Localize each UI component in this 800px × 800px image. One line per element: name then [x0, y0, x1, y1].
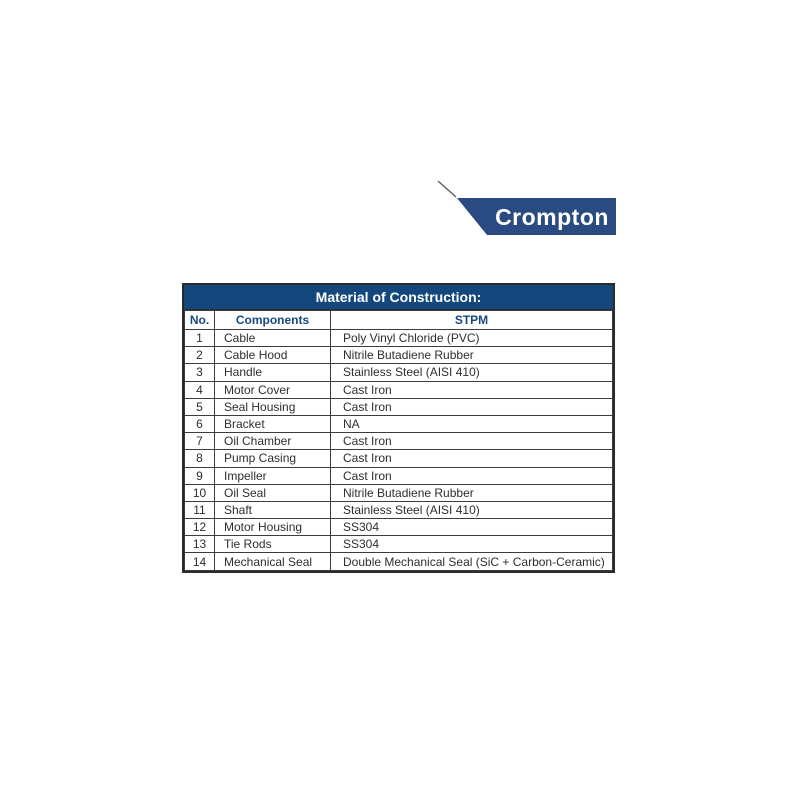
table-row: 5 Seal Housing Cast Iron — [184, 397, 613, 416]
crompton-logo: Crompton — [436, 177, 618, 239]
cell-component: Shaft — [214, 500, 331, 520]
cell-component: Oil Seal — [214, 483, 331, 502]
cell-component: Bracket — [214, 414, 331, 434]
cell-component: Motor Housing — [214, 518, 331, 537]
cell-material: Cast Iron — [330, 449, 613, 468]
cell-no: 6 — [184, 414, 215, 434]
cell-material: SS304 — [330, 535, 613, 554]
leader-line — [437, 180, 457, 198]
cell-material: SS304 — [330, 518, 613, 537]
cell-component: Handle — [214, 363, 331, 382]
cell-no: 12 — [184, 518, 215, 537]
cell-component: Tie Rods — [214, 535, 331, 554]
table-title: Material of Construction: — [184, 285, 613, 310]
cell-no: 13 — [184, 535, 215, 554]
cell-material: Nitrile Butadiene Rubber — [330, 346, 613, 365]
cell-material: Cast Iron — [330, 432, 613, 451]
cell-no: 4 — [184, 380, 215, 399]
cell-no: 9 — [184, 466, 215, 485]
cell-component: Motor Cover — [214, 380, 331, 399]
column-header-components: Components — [214, 310, 331, 330]
table-row: 14 Mechanical Seal Double Mechanical Seal … — [184, 552, 613, 571]
table-row: 1 Cable Poly Vinyl Chloride (PVC) — [184, 328, 613, 348]
cell-component: Oil Chamber — [214, 432, 331, 451]
cell-no: 2 — [184, 346, 215, 365]
cell-material: Cast Iron — [330, 397, 613, 416]
cell-no: 5 — [184, 397, 215, 416]
cell-material: NA — [330, 414, 613, 434]
cell-material: Nitrile Butadiene Rubber — [330, 483, 613, 502]
table-header-row: No. Components STPM — [184, 310, 613, 330]
cell-component: Impeller — [214, 466, 331, 485]
cell-no: 10 — [184, 483, 215, 502]
table-row: 6 Bracket NA — [184, 414, 613, 434]
table-row: 13 Tie Rods SS304 — [184, 535, 613, 554]
cell-no: 3 — [184, 363, 215, 382]
table-row: 8 Pump Casing Cast Iron — [184, 449, 613, 468]
table-row: 3 Handle Stainless Steel (AISI 410) — [184, 363, 613, 382]
table-row: 11 Shaft Stainless Steel (AISI 410) — [184, 500, 613, 520]
cell-material: Cast Iron — [330, 380, 613, 399]
cell-component: Seal Housing — [214, 397, 331, 416]
cell-material: Stainless Steel (AISI 410) — [330, 363, 613, 382]
cell-no: 11 — [184, 500, 215, 520]
table-row: 4 Motor Cover Cast Iron — [184, 380, 613, 399]
material-of-construction-table: Material of Construction: No. Components… — [182, 283, 615, 573]
cell-material: Double Mechanical Seal (SiC + Carbon-Cer… — [330, 552, 613, 571]
cell-no: 7 — [184, 432, 215, 451]
cell-no: 1 — [184, 328, 215, 348]
cell-no: 8 — [184, 449, 215, 468]
table-row: 2 Cable Hood Nitrile Butadiene Rubber — [184, 346, 613, 365]
column-header-no: No. — [184, 310, 215, 330]
table-row: 10 Oil Seal Nitrile Butadiene Rubber — [184, 483, 613, 502]
cell-component: Cable — [214, 328, 331, 348]
column-header-stpm: STPM — [330, 310, 613, 330]
cell-material: Poly Vinyl Chloride (PVC) — [330, 328, 613, 348]
cell-component: Pump Casing — [214, 449, 331, 468]
table-row: 12 Motor Housing SS304 — [184, 518, 613, 537]
logo-banner-shape — [457, 198, 616, 235]
cell-no: 14 — [184, 552, 215, 571]
cell-material: Stainless Steel (AISI 410) — [330, 500, 613, 520]
cell-component: Mechanical Seal — [214, 552, 331, 571]
table-row: 7 Oil Chamber Cast Iron — [184, 432, 613, 451]
logo-wordmark: Crompton — [495, 204, 609, 230]
cell-component: Cable Hood — [214, 346, 331, 365]
table-row: 9 Impeller Cast Iron — [184, 466, 613, 485]
cell-material: Cast Iron — [330, 466, 613, 485]
